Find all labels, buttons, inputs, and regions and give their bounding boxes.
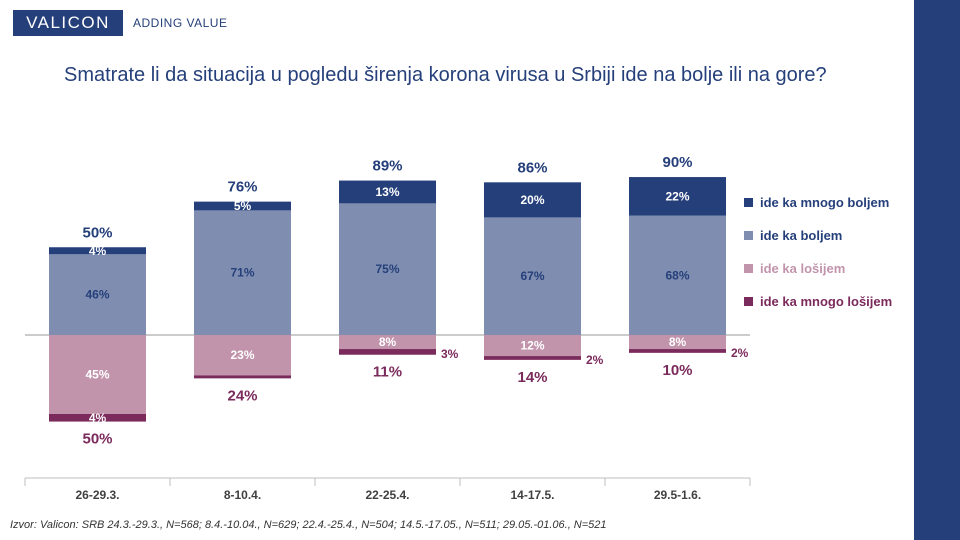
legend-item-mnogo-boljem: ide ka mnogo boljem	[744, 186, 892, 219]
positive-total-label: 89%	[372, 158, 402, 175]
legend-swatch	[744, 198, 753, 207]
positive-total-label: 90%	[662, 154, 692, 171]
bar-data-label: 4%	[89, 411, 107, 425]
negative-total-label: 11%	[373, 364, 402, 381]
positive-total-label: 86%	[517, 159, 547, 176]
bar-data-label: 22%	[665, 189, 689, 203]
x-tick-label: 29.5-1.6.	[654, 488, 701, 502]
bar-segment	[629, 177, 726, 216]
legend-swatch	[744, 264, 753, 273]
chart-title: Smatrate li da situacija u pogledu širen…	[64, 64, 827, 86]
valicon-logo: VALICON	[13, 10, 123, 36]
bar-data-label: 46%	[85, 288, 109, 302]
x-tick-label: 22-25.4.	[365, 488, 409, 502]
x-tick-label: 26-29.3.	[75, 488, 119, 502]
bar-segment	[484, 217, 581, 335]
bar-segment	[339, 335, 436, 350]
bar-data-label: 75%	[375, 262, 399, 276]
positive-total-label: 76%	[227, 179, 257, 196]
source-note: Izvor: Valicon: SRB 24.3.-29.3., N=568; …	[10, 519, 607, 531]
negative-total-label: 50%	[82, 431, 112, 448]
bar-data-label: 2%	[586, 353, 604, 367]
bar-data-label: 71%	[230, 266, 254, 280]
negative-total-label: 14%	[517, 369, 547, 386]
bar-segment	[49, 413, 146, 422]
x-tick-label: 8-10.4.	[224, 488, 261, 502]
bar-segment	[629, 349, 726, 353]
bar-data-label: 67%	[520, 269, 544, 283]
legend-label: ide ka mnogo lošijem	[760, 294, 893, 309]
bar-segment	[49, 335, 146, 414]
bar-segment	[629, 335, 726, 350]
bar-data-label: 20%	[520, 193, 544, 207]
logo-text: VALICON	[26, 13, 110, 32]
bar-data-label: 8%	[379, 335, 397, 349]
legend-item-mnogo-losijem: ide ka mnogo lošijem	[744, 285, 892, 318]
bar-segment	[194, 201, 291, 211]
negative-total-label: 24%	[227, 387, 257, 404]
bar-data-label: 23%	[230, 348, 254, 362]
negative-total-label: 10%	[662, 362, 692, 379]
bar-segment	[339, 349, 436, 355]
bar-segment	[629, 215, 726, 335]
x-tick-label: 14-17.5.	[510, 488, 554, 502]
bar-data-label: 68%	[665, 268, 689, 282]
bar-data-label: 45%	[85, 367, 109, 381]
bar-data-label: 2%	[731, 346, 749, 360]
bar-segment	[49, 254, 146, 335]
bar-data-label: 5%	[234, 199, 252, 213]
legend-swatch	[744, 297, 753, 306]
bar-segment	[484, 335, 581, 357]
bar-data-label: 3%	[441, 347, 459, 361]
bar-segment	[194, 335, 291, 376]
bar-segment	[484, 356, 581, 360]
bar-data-label: 8%	[669, 335, 687, 349]
bar-data-label: 4%	[89, 244, 107, 258]
bar-segment	[339, 203, 436, 335]
positive-total-label: 50%	[82, 224, 112, 241]
bar-segment	[484, 182, 581, 218]
bar-segment	[194, 210, 291, 335]
bar-data-label: 12%	[520, 339, 544, 353]
right-brand-band	[914, 0, 960, 540]
tagline: ADDING VALUE	[133, 16, 228, 30]
chart-legend: ide ka mnogo boljem ide ka boljem ide ka…	[744, 186, 892, 318]
legend-label: ide ka mnogo boljem	[760, 195, 890, 210]
bar-segment	[339, 180, 436, 204]
legend-label: ide ka lošijem	[760, 261, 846, 276]
legend-label: ide ka boljem	[760, 228, 843, 243]
legend-swatch	[744, 231, 753, 240]
legend-item-boljem: ide ka boljem	[744, 219, 892, 252]
bar-data-label: 13%	[375, 185, 399, 199]
legend-item-losijem: ide ka lošijem	[744, 252, 892, 285]
bar-segment	[49, 247, 146, 255]
bar-segment	[194, 375, 291, 379]
